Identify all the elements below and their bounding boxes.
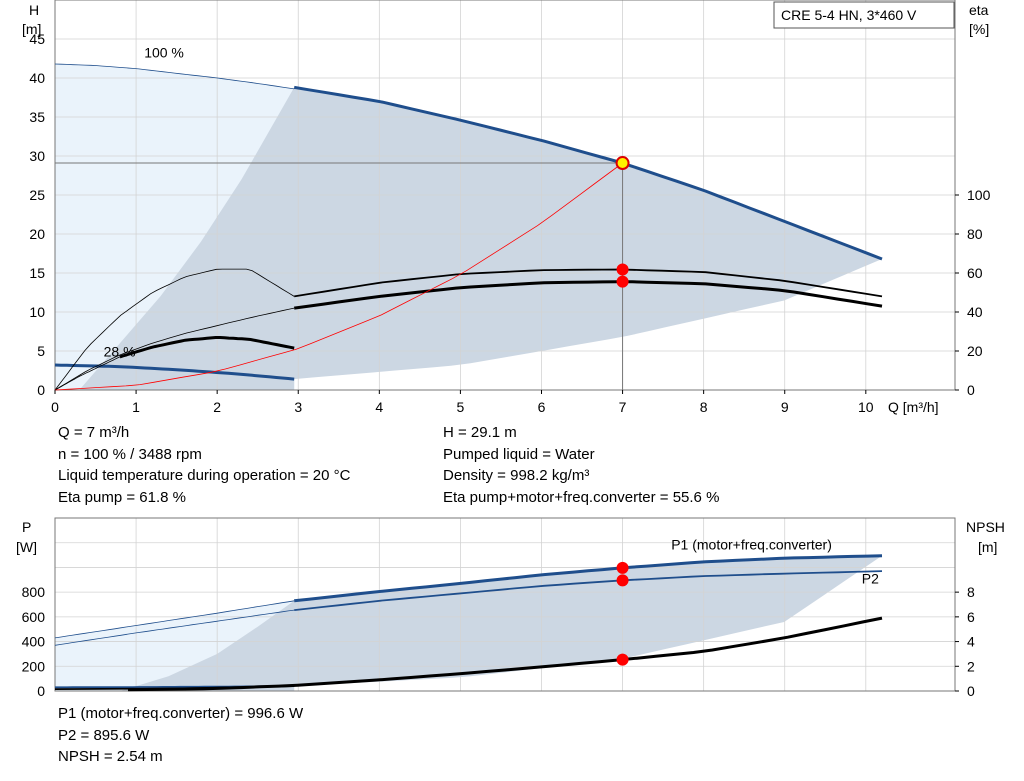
npsh-tick-label: 8 <box>967 584 975 600</box>
x-tick-label: 1 <box>132 399 140 415</box>
x-tick-label: 10 <box>858 399 874 415</box>
y-left-label-2: [m] <box>22 21 41 37</box>
info-pumped-liquid: Pumped liquid = Water <box>443 445 595 463</box>
y-left-tick-label: 10 <box>29 304 45 320</box>
p-label-1: P <box>22 519 31 535</box>
duty-point-eta <box>616 263 629 276</box>
power-envelope <box>119 555 882 691</box>
x-tick-label: 3 <box>294 399 302 415</box>
y-right-tick-label: 60 <box>967 265 983 281</box>
curve-p2 <box>54 609 295 646</box>
x-tick-label: 5 <box>457 399 465 415</box>
curve-system_curve <box>54 162 623 391</box>
info-npsh: NPSH = 2.54 m <box>58 748 163 765</box>
x-tick-label: 8 <box>700 399 708 415</box>
title-box <box>773 1 955 29</box>
duty-point-head <box>615 156 630 171</box>
duty-point-power <box>616 574 629 587</box>
x-tick-label: 7 <box>619 399 627 415</box>
curve-head_max <box>54 63 295 90</box>
series-label: P2 <box>862 570 879 586</box>
npsh-label-1: NPSH <box>966 519 1005 535</box>
x-tick-label: 2 <box>213 399 221 415</box>
speed-annotation: 28 % <box>104 343 136 359</box>
curve-p2 <box>294 570 883 611</box>
y-left-tick-label: 35 <box>29 109 45 125</box>
duty-point-power <box>616 653 629 666</box>
p-tick-label: 800 <box>22 584 46 600</box>
y-right-tick-label: 80 <box>967 226 983 242</box>
info-p1: P1 (motor+freq.converter) = 996.6 W <box>58 705 304 722</box>
duty-point-eta <box>616 275 629 288</box>
bottom-plot-frame <box>54 517 956 692</box>
info-liquid-temp: Liquid temperature during operation = 20… <box>58 467 351 484</box>
curve-eta_total_min <box>54 356 121 391</box>
info-density: Density = 998.2 kg/m³ <box>443 467 590 484</box>
npsh-tick-label: 0 <box>967 683 975 699</box>
info-p2: P2 = 895.6 W <box>58 726 150 744</box>
y-right-label-1: eta <box>969 2 989 18</box>
curve-eta_total <box>293 280 883 310</box>
info-eta-pump: Eta pump = 61.8 % <box>58 488 186 506</box>
y-left-tick-label: 15 <box>29 265 45 281</box>
duty-point-power <box>616 561 629 574</box>
speed-annotation: 100 % <box>144 45 184 61</box>
p-tick-label: 200 <box>22 658 46 674</box>
y-right-tick-label: 40 <box>967 304 983 320</box>
curve-p1 <box>54 600 295 639</box>
curve-eta_total_min <box>119 336 295 359</box>
curve-eta_pump <box>294 268 883 298</box>
curve-head_max <box>293 85 883 261</box>
y-left-tick-label: 5 <box>37 343 45 359</box>
x-tick-label: 4 <box>375 399 383 415</box>
p-label-2: [W] <box>16 539 37 555</box>
curve-eta_pump <box>54 268 295 391</box>
npsh-tick-label: 4 <box>967 634 975 650</box>
info-top-left: Q = 7 m³/h n = 100 % / 3488 rpm Liquid t… <box>58 422 350 508</box>
y-left-label-1: H <box>29 2 39 18</box>
curve-eta_total <box>54 307 295 391</box>
y-right-tick-label: 20 <box>967 343 983 359</box>
info-head: H = 29.1 m <box>443 424 517 441</box>
p-tick-label: 0 <box>37 683 45 699</box>
y-left-tick-label: 30 <box>29 148 45 164</box>
info-speed: n = 100 % / 3488 rpm <box>58 445 202 463</box>
x-tick-label: 0 <box>51 399 59 415</box>
info-bottom: P1 (motor+freq.converter) = 996.6 W P2 =… <box>58 703 303 768</box>
title-box-text: CRE 5-4 HN, 3*460 V <box>781 7 917 23</box>
y-left-tick-label: 40 <box>29 70 45 86</box>
info-eta-total: Eta pump+motor+freq.converter = 55.6 % <box>443 488 720 506</box>
npsh-label-2: [m] <box>978 539 997 555</box>
x-tick-label: 9 <box>781 399 789 415</box>
y-left-tick-label: 20 <box>29 226 45 242</box>
info-flow: Q = 7 m³/h <box>58 424 130 441</box>
p-tick-label: 400 <box>22 634 46 650</box>
p-tick-label: 600 <box>22 609 46 625</box>
y-left-tick-label: 25 <box>29 187 45 203</box>
series-label: P1 (motor+freq.converter) <box>671 537 832 553</box>
y-right-label-2: [%] <box>969 21 989 37</box>
y-right-tick-label: 100 <box>967 187 991 203</box>
curve-head_min <box>54 363 295 381</box>
y-right-tick-label: 0 <box>967 382 975 398</box>
curve-p1 <box>294 554 883 603</box>
curve-npsh-start <box>54 685 295 690</box>
x-tick-label: 6 <box>538 399 546 415</box>
info-top-right: H = 29.1 m Pumped liquid = Water Density… <box>443 422 719 508</box>
npsh-tick-label: 2 <box>967 658 975 674</box>
y-left-tick-label: 0 <box>37 382 45 398</box>
npsh-tick-label: 6 <box>967 609 975 625</box>
x-axis-label: Q [m³/h] <box>888 399 939 415</box>
y-left-tick-label: 45 <box>29 31 45 47</box>
